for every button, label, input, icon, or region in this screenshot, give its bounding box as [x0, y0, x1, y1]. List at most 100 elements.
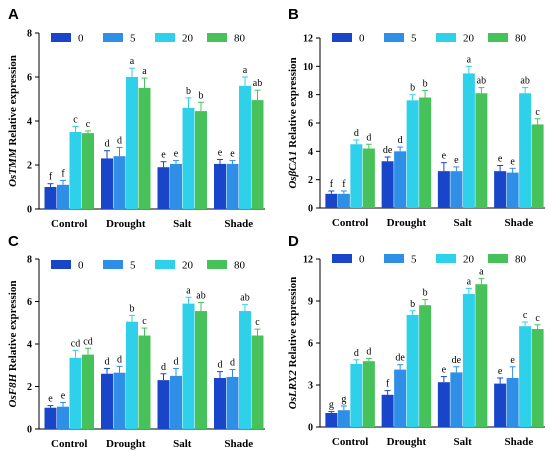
bar: [519, 93, 532, 208]
legend-swatch: [436, 254, 456, 263]
y-tick-label: 8: [27, 255, 32, 266]
y-tick-label: 6: [27, 73, 32, 84]
bar: [113, 156, 126, 209]
legend-swatch: [51, 260, 71, 269]
significance-label: de: [452, 355, 462, 366]
legend-label: 20: [182, 33, 194, 45]
significance-label: e: [510, 355, 515, 366]
legend-label: 80: [515, 254, 527, 266]
significance-label: b: [199, 90, 204, 101]
bar: [138, 88, 151, 209]
x-tick-label: Salt: [173, 218, 192, 230]
bar: [69, 132, 82, 209]
significance-label: c: [535, 107, 540, 118]
significance-label: f: [61, 168, 65, 179]
bar: [437, 382, 450, 427]
significance-label: de: [395, 353, 405, 364]
bar: [138, 335, 151, 429]
significance-label: e: [498, 366, 503, 377]
significance-label: f: [49, 172, 53, 183]
significance-label: d: [398, 135, 403, 146]
bar: [506, 172, 519, 208]
x-tick-label: Control: [332, 436, 368, 448]
significance-label: ab: [477, 76, 486, 87]
panel-b: B 0 2 4 6 8 10 12 OsβCA1 Relative expression 0 5 20…: [287, 6, 545, 229]
legend-label: 0: [78, 260, 84, 272]
bar: [531, 329, 544, 427]
significance-label: d: [117, 135, 122, 146]
significance-label: e: [61, 390, 66, 401]
significance-label: e: [218, 148, 223, 159]
bar: [239, 311, 251, 429]
y-tick-label: 10: [303, 62, 313, 73]
bar: [101, 373, 113, 429]
significance-label: d: [105, 356, 110, 367]
y-tick-label: 6: [308, 119, 313, 130]
x-tick-label: Control: [332, 217, 368, 229]
panel-label: B: [288, 6, 299, 23]
bar: [69, 357, 82, 429]
legend-swatch: [103, 33, 123, 42]
bar: [57, 184, 69, 209]
significance-label: ab: [520, 76, 529, 87]
bar: [157, 380, 170, 429]
y-axis-label: OsF8H Relative expression: [7, 281, 19, 408]
significance-label: f: [330, 179, 334, 190]
significance-label: d: [161, 362, 166, 373]
significance-label: e: [510, 156, 515, 167]
x-tick-label: Shade: [505, 436, 534, 448]
y-axis-label: OsβCA1 Relative expression: [287, 57, 299, 188]
x-tick-label: Shade: [224, 438, 253, 450]
bar: [226, 376, 239, 429]
significance-label: c: [535, 313, 540, 324]
legend-swatch: [207, 33, 227, 42]
significance-label: d: [174, 356, 179, 367]
legend-swatch: [332, 33, 352, 42]
y-tick-label: 12: [303, 255, 313, 266]
legend-label: 5: [130, 33, 136, 45]
significance-label: e: [174, 149, 179, 160]
significance-label: de: [383, 145, 393, 156]
significance-label: ab: [196, 291, 205, 302]
bar: [57, 406, 69, 429]
significance-label: e: [230, 149, 235, 160]
x-tick-label: Salt: [173, 438, 192, 450]
bar: [475, 284, 488, 427]
bar: [214, 378, 226, 429]
bar: [437, 171, 450, 208]
bar: [337, 410, 350, 427]
significance-label: a: [243, 65, 248, 76]
bar: [182, 303, 195, 429]
legend-swatch: [436, 33, 456, 42]
legend-label: 80: [234, 260, 246, 272]
significance-label: d: [366, 346, 371, 357]
legend-swatch: [332, 254, 352, 263]
bar: [419, 305, 432, 427]
significance-label: b: [186, 86, 191, 97]
bar: [182, 107, 195, 209]
significance-label: d: [230, 358, 235, 369]
significance-label: a: [479, 267, 484, 278]
significance-label: ab: [253, 78, 262, 89]
y-tick-label: 0: [27, 425, 32, 436]
significance-label: b: [423, 288, 428, 299]
legend-swatch: [488, 254, 508, 263]
significance-label: a: [186, 285, 191, 296]
x-tick-label: Drought: [106, 218, 146, 230]
significance-label: e: [48, 394, 53, 405]
legend-label: 0: [78, 33, 84, 45]
significance-label: b: [423, 78, 428, 89]
significance-label: cd: [71, 338, 80, 349]
legend-swatch: [155, 260, 175, 269]
significance-label: e: [161, 150, 166, 161]
y-tick-label: 3: [308, 381, 313, 392]
bar: [381, 161, 394, 208]
significance-label: b: [410, 299, 415, 310]
significance-label: c: [255, 317, 260, 328]
y-tick-label: 12: [303, 34, 313, 45]
bar: [494, 383, 507, 427]
bar: [531, 124, 544, 208]
bar: [170, 375, 182, 429]
y-tick-label: 4: [308, 147, 313, 158]
